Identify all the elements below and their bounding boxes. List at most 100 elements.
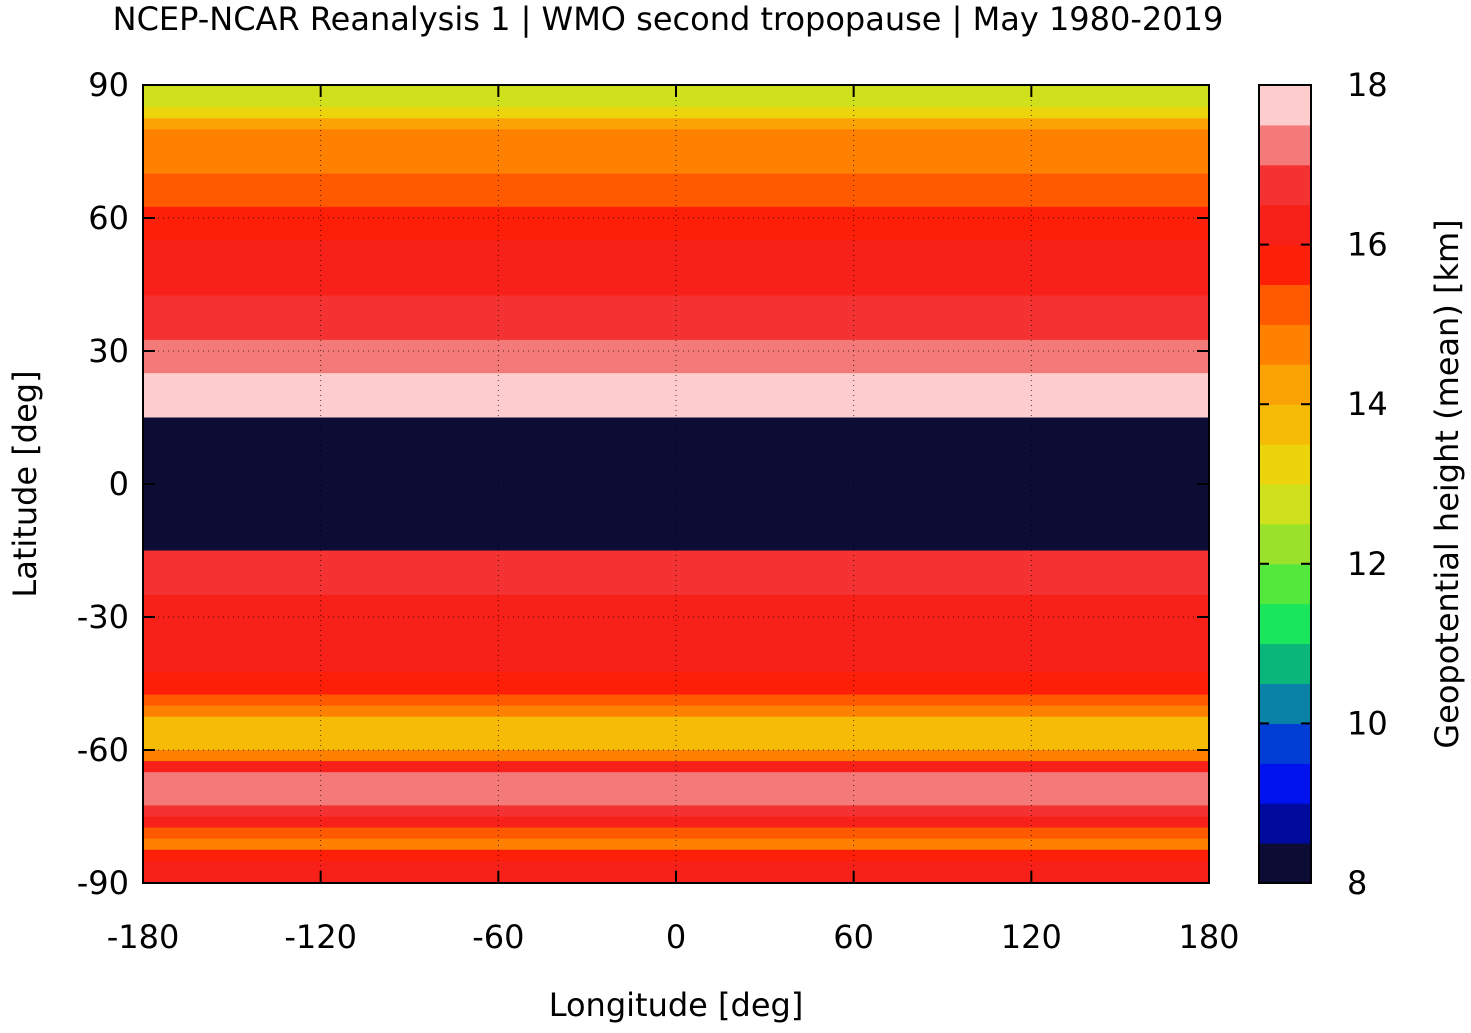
heatmap-band (143, 661, 1209, 674)
y-axis-label: Latitude [deg] (6, 370, 44, 597)
colorbar-segment (1259, 723, 1311, 764)
heatmap-band (143, 406, 1209, 419)
x-axis-label: Longitude [deg] (549, 986, 804, 1024)
colorbar-segment (1259, 324, 1311, 365)
colorbar-tick-label: 10 (1347, 704, 1388, 742)
x-tick-label: 60 (833, 918, 874, 956)
heatmap-band (143, 240, 1209, 252)
colorbar-tick-label: 14 (1347, 385, 1388, 423)
heatmap-band (143, 395, 1209, 408)
colorbar: 8 10 12 14 16 18 (1258, 66, 1388, 902)
heatmap-band (143, 528, 1209, 541)
colorbar-tick-label: 16 (1347, 226, 1388, 264)
colorbar-segment (1259, 603, 1311, 645)
y-tick-label: -30 (77, 598, 129, 636)
heatmap-band (143, 738, 1209, 751)
heatmap-band (143, 484, 1209, 496)
heatmap-band (143, 328, 1209, 341)
y-axis: -90 -60 -30 0 30 60 90 (77, 66, 1209, 902)
heatmap-band (143, 151, 1209, 164)
x-tick-label: -60 (472, 918, 524, 956)
colorbar-segment (1259, 284, 1311, 325)
colorbar-tick-label: 12 (1347, 545, 1388, 583)
heatmap-band (143, 506, 1209, 518)
heatmap-band (143, 461, 1209, 474)
heatmap-band (143, 351, 1209, 363)
heatmap-band (143, 628, 1209, 640)
heatmap-band (143, 761, 1209, 773)
colorbar-segment (1259, 523, 1311, 565)
colorbar-tick-label: 18 (1347, 66, 1388, 104)
colorbar-segment (1259, 244, 1311, 285)
colorbar-segment (1259, 85, 1311, 126)
colorbar-segment (1259, 643, 1311, 684)
heatmap-band (143, 472, 1209, 485)
heatmap-band (143, 572, 1209, 585)
heatmap-band (143, 273, 1209, 286)
heatmap-band (143, 162, 1209, 175)
colorbar-label: Geopotential height (mean) [km] (1428, 219, 1466, 748)
chart-title: NCEP-NCAR Reanalysis 1 | WMO second trop… (113, 0, 1224, 38)
heatmap-band (143, 251, 1209, 263)
colorbar-segment (1259, 444, 1311, 485)
heatmap-band (143, 705, 1209, 718)
heatmap-band (143, 650, 1209, 662)
heatmap-band (143, 683, 1209, 696)
heatmap-band (143, 783, 1209, 795)
x-tick-label: 0 (666, 918, 686, 956)
colorbar-segment (1259, 404, 1311, 445)
x-tick-label: -120 (284, 918, 357, 956)
colorbar-frame (1258, 84, 1312, 884)
heatmap-band (143, 218, 1209, 230)
y-tick-label: 0 (109, 465, 129, 503)
heatmap-band (143, 118, 1209, 130)
colorbar-tick-label: 8 (1347, 864, 1367, 902)
heatmap-band (143, 362, 1209, 374)
colorbar-segment (1259, 683, 1311, 724)
heatmap-band (143, 860, 1209, 873)
colorbar-segment (1259, 364, 1311, 405)
heatmap-band (143, 517, 1209, 529)
colorbar-segment (1259, 803, 1311, 844)
y-tick-label: 90 (88, 66, 129, 104)
heatmap-band (143, 583, 1209, 596)
colorbar-segment (1259, 484, 1311, 525)
colorbar-segment (1259, 124, 1311, 166)
colorbar-segment (1259, 204, 1311, 246)
y-tick-label: 30 (88, 332, 129, 370)
heatmap-band (143, 816, 1209, 829)
heatmap-band (143, 140, 1209, 153)
heatmap-band (143, 295, 1209, 308)
heatmap-band (143, 373, 1209, 385)
heatmap-band (143, 550, 1209, 563)
colorbar-segment (1259, 563, 1311, 605)
grid-lines (143, 85, 1209, 883)
heatmap-band (143, 306, 1209, 319)
heatmap-band (143, 428, 1209, 441)
y-tick-label: -90 (77, 864, 129, 902)
heatmap-band (143, 672, 1209, 685)
x-tick-label: 120 (1001, 918, 1062, 956)
heatmap-band (143, 772, 1209, 784)
heatmap-band (143, 727, 1209, 740)
x-axis: -180 -120 -60 0 60 120 180 (107, 85, 1240, 956)
x-tick-label: -180 (107, 918, 180, 956)
heatmap-band (143, 417, 1209, 430)
heatmap-band (143, 605, 1209, 618)
heatmap-band (143, 317, 1209, 330)
heatmap-band (143, 617, 1209, 629)
heatmap-band (143, 561, 1209, 574)
heatmap-band (143, 716, 1209, 729)
y-tick-label: 60 (88, 199, 129, 237)
heatmap-band (143, 450, 1209, 463)
heatmap-band (143, 805, 1209, 818)
heatmap-band (143, 173, 1209, 186)
x-tick-label: 180 (1178, 918, 1239, 956)
heatmap-band (143, 206, 1209, 219)
heatmap-band (143, 107, 1209, 119)
heatmap-band (143, 838, 1209, 851)
heatmap-band (143, 827, 1209, 840)
colorbar-segment (1259, 164, 1311, 206)
heatmap-band (143, 262, 1209, 275)
